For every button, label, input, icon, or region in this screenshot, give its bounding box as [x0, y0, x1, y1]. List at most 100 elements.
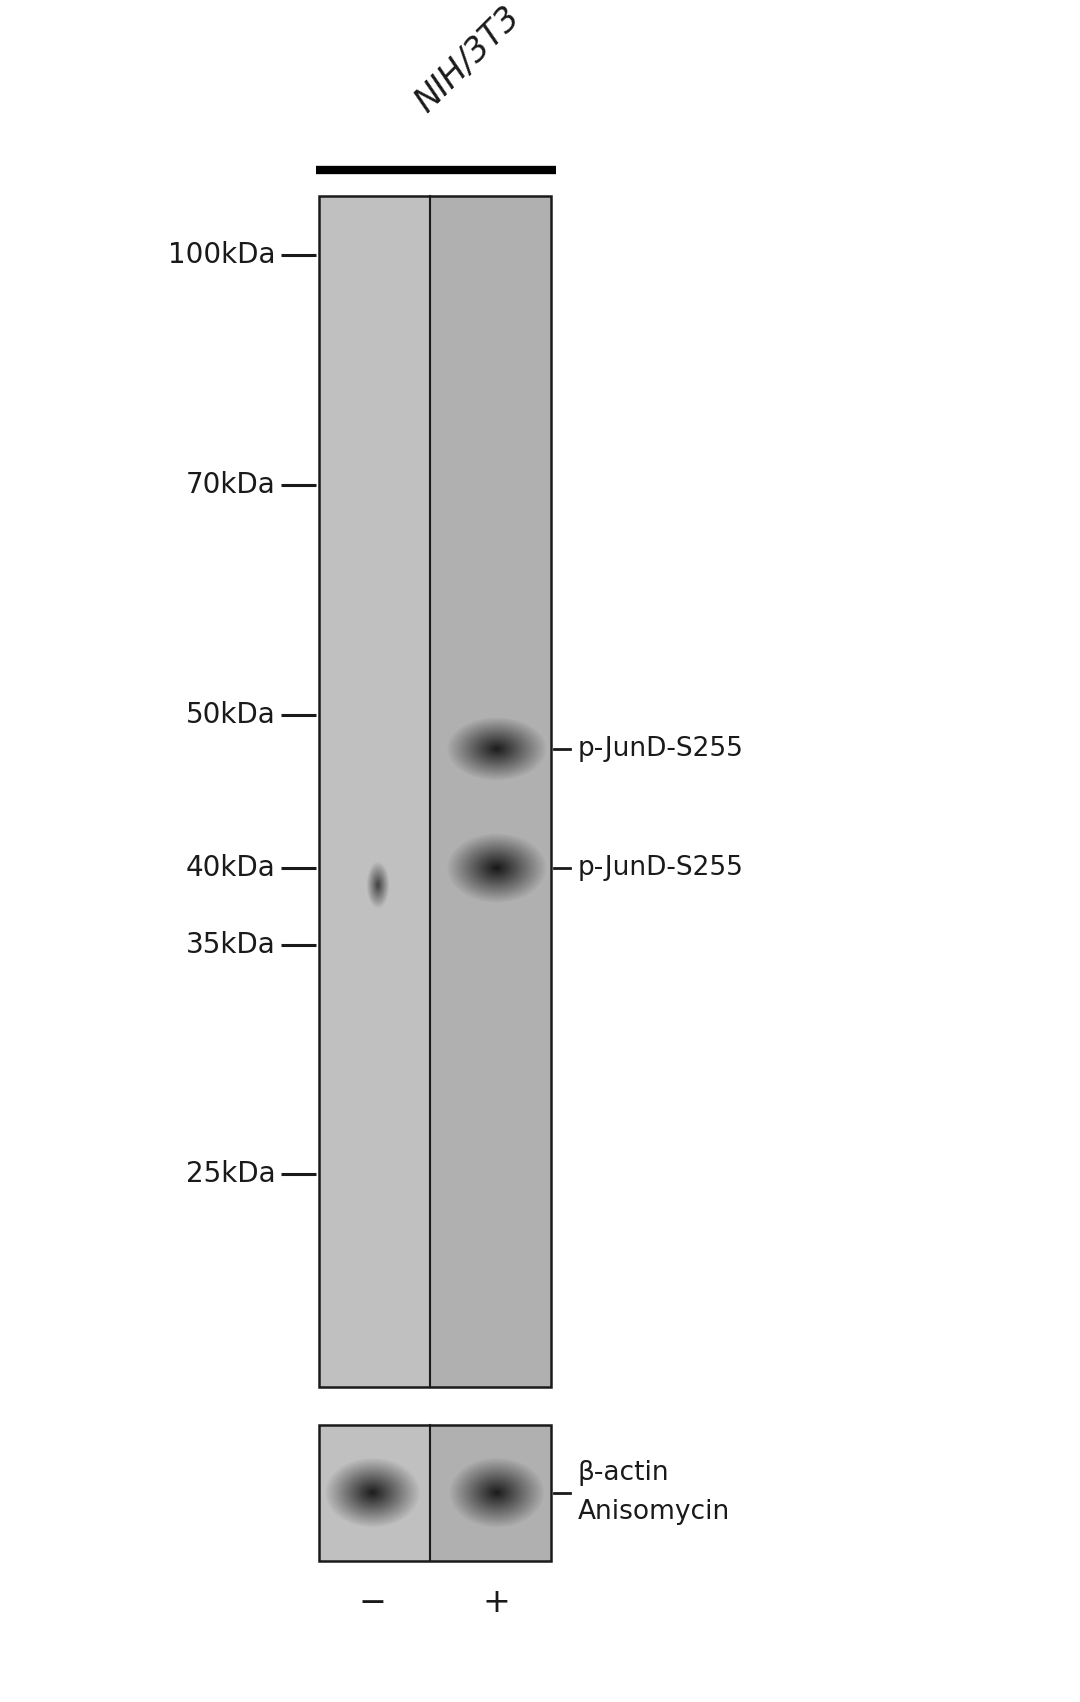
- Ellipse shape: [374, 877, 382, 894]
- Ellipse shape: [447, 834, 546, 902]
- Ellipse shape: [336, 1465, 409, 1520]
- Ellipse shape: [461, 842, 532, 894]
- Ellipse shape: [451, 720, 542, 778]
- Ellipse shape: [370, 870, 386, 900]
- Ellipse shape: [458, 723, 536, 774]
- Ellipse shape: [347, 1474, 399, 1511]
- Ellipse shape: [350, 1476, 395, 1510]
- Ellipse shape: [490, 744, 503, 754]
- Ellipse shape: [372, 1491, 374, 1494]
- Text: +: +: [483, 1586, 511, 1619]
- Ellipse shape: [454, 1460, 540, 1525]
- Ellipse shape: [352, 1477, 393, 1508]
- Ellipse shape: [372, 871, 384, 899]
- Ellipse shape: [373, 875, 383, 895]
- Ellipse shape: [459, 842, 535, 894]
- Ellipse shape: [467, 846, 527, 890]
- Ellipse shape: [477, 1479, 516, 1506]
- Ellipse shape: [478, 854, 515, 882]
- Ellipse shape: [468, 730, 526, 768]
- Ellipse shape: [377, 882, 379, 888]
- Ellipse shape: [373, 873, 383, 897]
- Ellipse shape: [495, 866, 499, 870]
- Ellipse shape: [463, 1467, 530, 1518]
- Ellipse shape: [489, 1488, 504, 1499]
- Ellipse shape: [476, 1477, 517, 1508]
- Ellipse shape: [470, 849, 524, 887]
- Ellipse shape: [451, 836, 542, 900]
- Ellipse shape: [367, 861, 389, 909]
- Text: Anisomycin: Anisomycin: [578, 1499, 730, 1525]
- Ellipse shape: [458, 1464, 536, 1522]
- Ellipse shape: [346, 1472, 400, 1513]
- Text: 100kDa: 100kDa: [167, 242, 275, 269]
- Bar: [430, 196, 551, 1387]
- Ellipse shape: [488, 744, 505, 754]
- Ellipse shape: [468, 848, 526, 888]
- Ellipse shape: [377, 883, 379, 887]
- Ellipse shape: [368, 1489, 377, 1496]
- Text: p-JunD-S255: p-JunD-S255: [578, 854, 744, 882]
- Ellipse shape: [482, 858, 512, 878]
- Ellipse shape: [455, 1462, 539, 1523]
- Ellipse shape: [333, 1464, 413, 1522]
- Ellipse shape: [369, 866, 387, 904]
- Ellipse shape: [334, 1464, 411, 1522]
- Ellipse shape: [496, 1491, 498, 1494]
- Ellipse shape: [456, 723, 538, 774]
- Ellipse shape: [464, 846, 529, 890]
- Ellipse shape: [450, 1459, 543, 1527]
- Ellipse shape: [340, 1469, 405, 1516]
- Ellipse shape: [485, 742, 509, 756]
- Bar: [319, 1425, 430, 1561]
- Ellipse shape: [329, 1460, 416, 1525]
- Ellipse shape: [485, 860, 509, 877]
- Ellipse shape: [471, 1474, 523, 1511]
- Ellipse shape: [349, 1474, 396, 1511]
- Ellipse shape: [342, 1471, 403, 1515]
- Ellipse shape: [367, 863, 389, 907]
- Ellipse shape: [459, 725, 535, 773]
- Ellipse shape: [375, 878, 381, 892]
- Ellipse shape: [494, 1491, 500, 1494]
- Text: 40kDa: 40kDa: [186, 854, 275, 882]
- Ellipse shape: [374, 877, 382, 894]
- Ellipse shape: [451, 1459, 542, 1527]
- Ellipse shape: [468, 1471, 526, 1515]
- Ellipse shape: [362, 1484, 383, 1501]
- Text: 50kDa: 50kDa: [186, 701, 275, 728]
- Text: NIH/3T3: NIH/3T3: [408, 2, 527, 119]
- Ellipse shape: [376, 882, 380, 888]
- Ellipse shape: [460, 1465, 534, 1520]
- Ellipse shape: [470, 1472, 524, 1513]
- Text: 70kDa: 70kDa: [186, 471, 275, 499]
- Ellipse shape: [370, 868, 386, 902]
- Ellipse shape: [463, 727, 530, 771]
- Ellipse shape: [492, 1489, 501, 1496]
- Ellipse shape: [376, 880, 380, 890]
- Bar: [319, 196, 551, 1387]
- Bar: [430, 1425, 551, 1561]
- Ellipse shape: [368, 865, 388, 905]
- Ellipse shape: [373, 873, 383, 897]
- Ellipse shape: [448, 1457, 545, 1528]
- Ellipse shape: [372, 871, 384, 899]
- Ellipse shape: [487, 861, 507, 875]
- Ellipse shape: [494, 747, 500, 751]
- Ellipse shape: [368, 866, 388, 904]
- Text: β-actin: β-actin: [578, 1460, 670, 1486]
- Ellipse shape: [490, 1488, 503, 1498]
- Ellipse shape: [473, 734, 521, 764]
- Text: −: −: [359, 1586, 387, 1619]
- Ellipse shape: [491, 865, 502, 871]
- Ellipse shape: [482, 739, 512, 759]
- Ellipse shape: [368, 865, 388, 905]
- Ellipse shape: [360, 1482, 386, 1503]
- Ellipse shape: [463, 844, 530, 892]
- Ellipse shape: [475, 853, 518, 883]
- Ellipse shape: [478, 737, 515, 761]
- Ellipse shape: [330, 1462, 415, 1523]
- Ellipse shape: [356, 1481, 389, 1505]
- Ellipse shape: [455, 722, 539, 776]
- Ellipse shape: [490, 863, 503, 873]
